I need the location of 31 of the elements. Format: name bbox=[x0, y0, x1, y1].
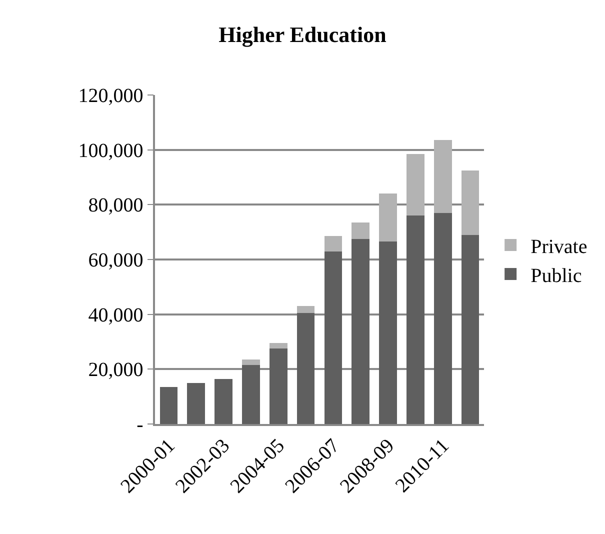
y-tick-label: 120,000 bbox=[78, 85, 144, 107]
y-tick-label: 100,000 bbox=[78, 140, 144, 162]
legend-label: Public bbox=[530, 264, 582, 287]
y-tick-label: 40,000 bbox=[88, 304, 144, 326]
bar bbox=[379, 194, 397, 242]
bar bbox=[406, 154, 424, 216]
bar bbox=[214, 378, 232, 424]
bar bbox=[352, 238, 370, 424]
chart-title: Higher Education bbox=[218, 22, 386, 48]
bar bbox=[269, 343, 288, 349]
bar bbox=[242, 365, 260, 424]
bar bbox=[324, 236, 342, 252]
bar bbox=[160, 386, 178, 424]
y-tick-label: 60,000 bbox=[88, 250, 144, 272]
bar bbox=[352, 222, 370, 239]
legend-label: Private bbox=[530, 236, 588, 258]
y-tick-label: 80,000 bbox=[88, 194, 144, 217]
bar bbox=[406, 216, 424, 424]
bar bbox=[242, 360, 260, 366]
bar bbox=[296, 306, 315, 313]
bar bbox=[461, 234, 480, 424]
y-tick-label: - bbox=[136, 414, 144, 436]
bar bbox=[324, 251, 342, 424]
y-tick-label: 20,000 bbox=[88, 359, 144, 382]
bar bbox=[269, 348, 288, 424]
bar bbox=[434, 212, 452, 424]
bar bbox=[187, 382, 206, 424]
bar bbox=[434, 140, 452, 213]
bar bbox=[461, 170, 480, 235]
bar bbox=[379, 242, 397, 424]
bar bbox=[296, 312, 315, 424]
